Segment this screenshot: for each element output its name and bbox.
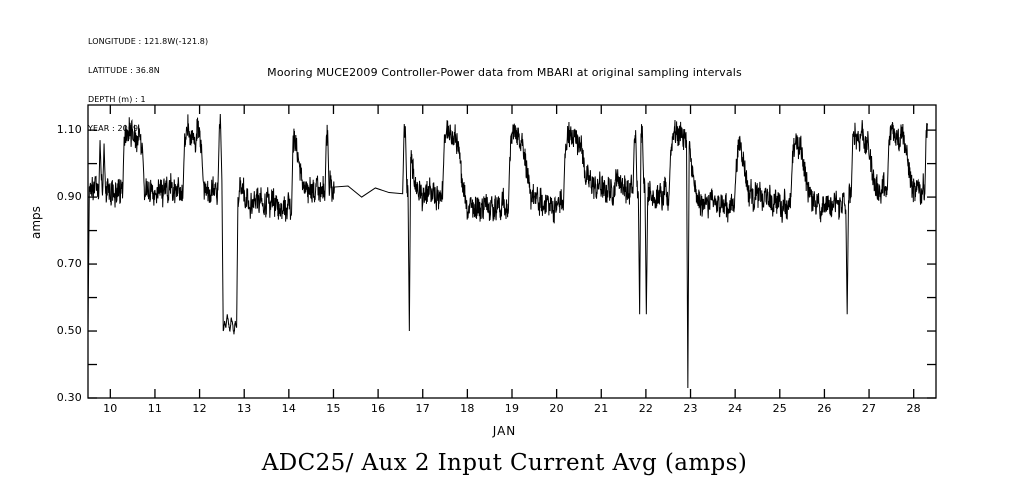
x-tick-label: 21 [594,402,609,415]
y-tick-label: 0.30 [56,391,82,404]
x-tick-label: 26 [817,402,832,415]
x-tick-label: 23 [683,402,698,415]
x-tick-label: 10 [103,402,118,415]
y-axis-tick-labels: 0.30 0.50 0.70 0.90 1.10 [32,0,82,504]
x-axis-label: JAN [492,424,517,438]
x-tick-label: 25 [772,402,787,415]
x-tick-label: 12 [192,402,207,415]
y-tick-label: 1.10 [56,123,82,137]
x-tick-label: 14 [281,402,297,415]
x-tick-label: 16 [370,402,386,415]
x-tick-label: 18 [460,402,475,415]
y-tick-label: 0.50 [56,324,82,338]
x-tick-label: 24 [727,402,743,415]
metadata-year: YEAR : 2009 [88,123,139,133]
x-tick-label: 22 [638,402,654,415]
metadata-latitude: LATITUDE : 36.8N [88,65,160,75]
station-metadata: LONGITUDE : 121.8W(-121.8) LATITUDE : 36… [88,18,208,143]
chart-title: Mooring MUCE2009 Controller-Power data f… [267,66,742,79]
x-tick-label: 15 [326,402,341,415]
metadata-depth: DEPTH (m) : 1 [88,94,146,104]
x-tick-label: 11 [147,402,163,415]
x-tick-label: 20 [549,402,564,415]
x-tick-label: 13 [237,402,252,415]
y-tick-label: 0.90 [56,190,82,204]
x-tick-label: 19 [504,402,520,415]
metadata-longitude: LONGITUDE : 121.8W(-121.8) [88,37,209,47]
x-tick-label: 27 [861,402,877,415]
y-tick-label: 0.70 [56,257,82,271]
x-tick-label: 17 [415,402,430,415]
figure-caption: ADC25/ Aux 2 Input Current Avg (amps) [261,450,748,476]
x-tick-label: 28 [906,402,921,415]
